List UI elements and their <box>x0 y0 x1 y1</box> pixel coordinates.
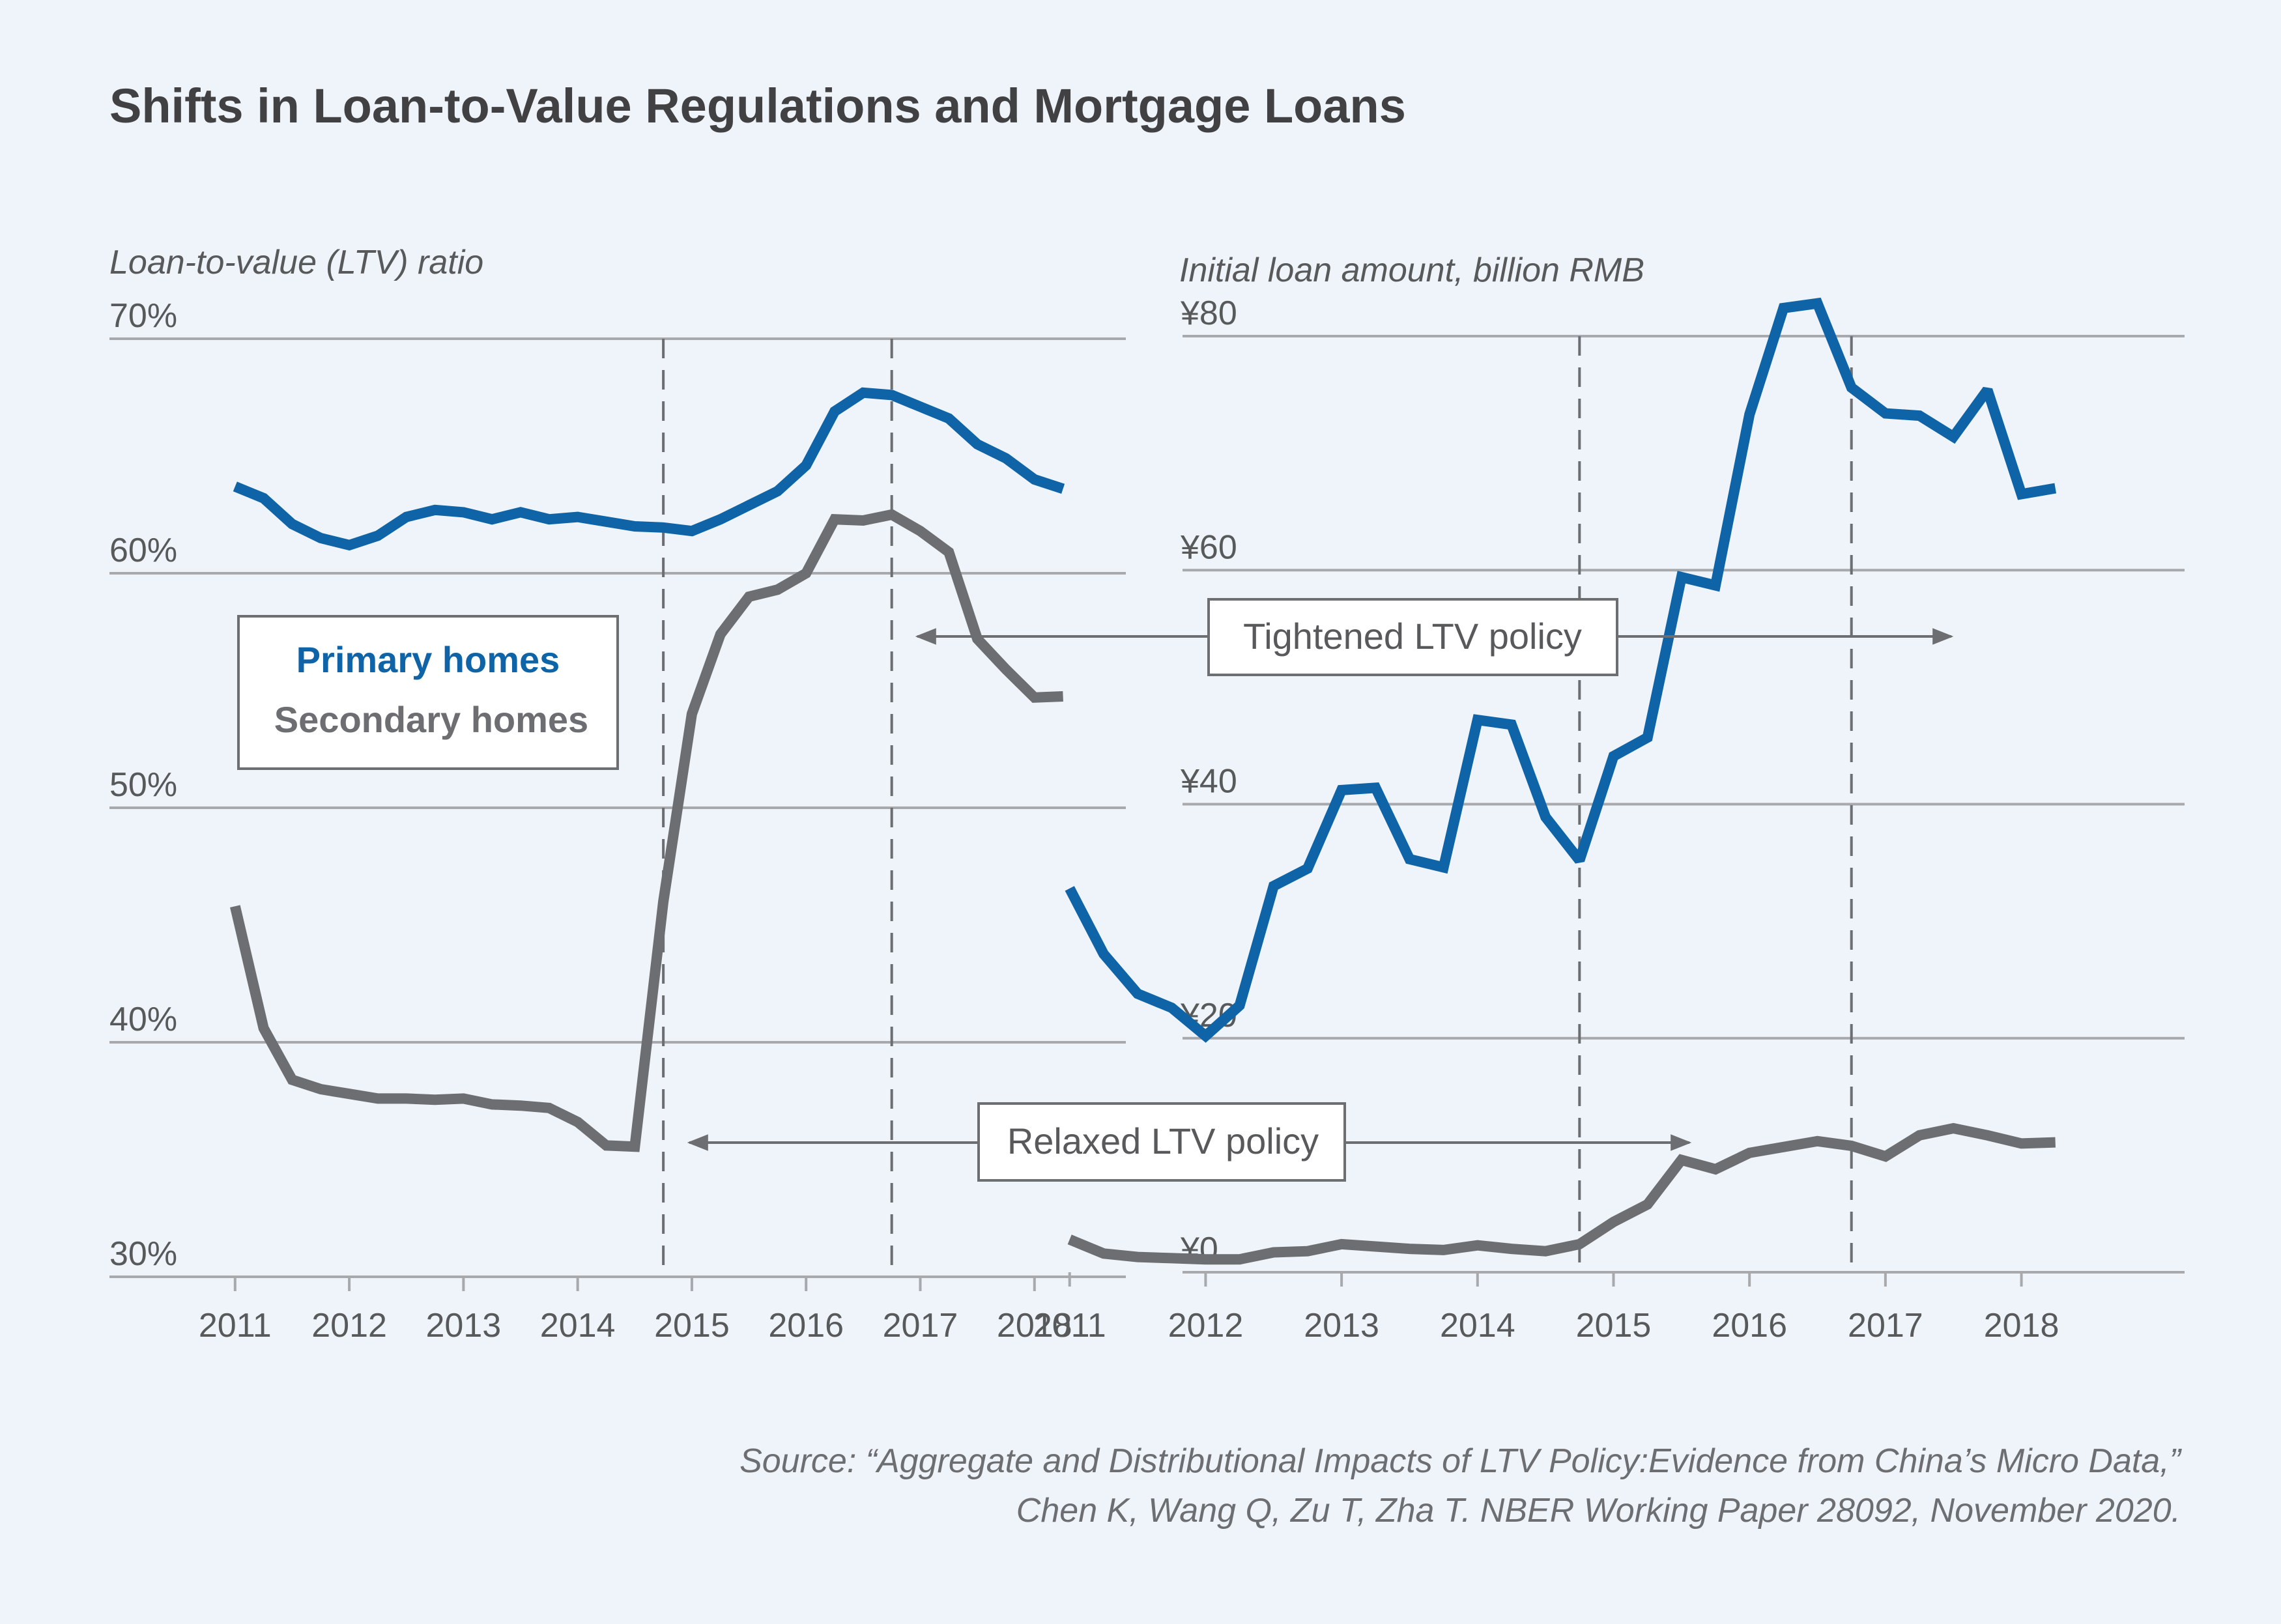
right-x-tick-label: 2013 <box>1304 1307 1379 1345</box>
left-y-tick-label: 60% <box>109 532 177 569</box>
tightened-policy-annotation: Tightened LTV policy <box>915 598 1954 676</box>
ltv-ratio-panel: Loan-to-value (LTV) ratio 30% 40% 50% 60% 70… <box>109 244 1126 1345</box>
legend-box <box>237 615 619 770</box>
relaxed-label: Relaxed LTV policy <box>1007 1120 1319 1161</box>
right-x-tick-label: 2018 <box>1984 1307 2059 1345</box>
right-y-axis-label: Initial loan amount, billion RMB <box>1179 251 1644 289</box>
relaxed-policy-annotation: Relaxed LTV policy <box>687 1102 1692 1182</box>
right-x-tick-label: 2012 <box>1168 1307 1244 1345</box>
left-y-tick-labels: 30% 40% 50% 60% 70% <box>109 297 177 1273</box>
relaxed-label-box <box>977 1102 1346 1182</box>
right-series <box>1065 297 2057 1265</box>
left-x-tick-label: 2018 <box>997 1307 1072 1345</box>
left-gridlines <box>109 337 1126 1278</box>
left-y-tick-label: 50% <box>109 766 177 804</box>
right-series-secondary <box>1067 1122 2056 1265</box>
right-y-tick-label: ¥60 <box>1180 528 1237 566</box>
left-x-tick-label: 2015 <box>654 1307 730 1345</box>
right-x-tick-label: 2014 <box>1440 1307 1515 1345</box>
loan-amount-panel: Initial loan amount, billion RMB ¥0¥20¥4… <box>1033 251 2185 1345</box>
left-y-tick-label: 70% <box>109 297 177 335</box>
left-y-tick-label: 30% <box>109 1235 177 1273</box>
right-x-tick-label: 2016 <box>1712 1307 1787 1345</box>
left-policy-lines <box>662 339 893 1277</box>
left-x-tick-label: 2014 <box>540 1307 616 1345</box>
legend-secondary-label: Secondary homes <box>274 699 588 740</box>
right-x-tick-label: 2015 <box>1576 1307 1652 1345</box>
left-series <box>230 387 1065 1152</box>
left-series-primary <box>233 387 1065 551</box>
left-series-secondary <box>230 509 1063 1152</box>
source-line-2: Chen K, Wang Q, Zu T, Zha T. NBER Workin… <box>1016 1492 2181 1530</box>
tightened-label-box <box>1207 598 1618 676</box>
right-series-primary <box>1065 297 2057 1043</box>
source-note: Source: “Aggregate and Distributional Im… <box>739 1436 2181 1535</box>
right-x-tick-labels: 2011 2012 2013 2014 2015 2016 2017 2018 <box>1033 1272 2059 1345</box>
left-y-axis-label: Loan-to-value (LTV) ratio <box>109 244 483 281</box>
right-x-tick-label: 2017 <box>1848 1307 1923 1345</box>
legend-primary-label: Primary homes <box>296 639 560 680</box>
left-x-tick-labels: 2011 2012 2013 2014 2015 2016 2017 2018 <box>199 1277 1072 1345</box>
left-x-tick-label: 2017 <box>883 1307 958 1345</box>
chart-title: Shifts in Loan-to-Value Regulations and … <box>109 79 1406 133</box>
right-y-tick-label: ¥40 <box>1180 763 1237 801</box>
left-x-tick-label: 2013 <box>426 1307 502 1345</box>
left-x-tick-label: 2012 <box>311 1307 387 1345</box>
right-x-tick-label: 2011 <box>1033 1307 1106 1345</box>
tightened-label: Tightened LTV policy <box>1243 616 1582 657</box>
source-line-1: Source: “Aggregate and Distributional Im… <box>739 1442 2181 1480</box>
left-x-tick-label: 2011 <box>199 1307 272 1345</box>
legend: Primary homes Secondary homes <box>237 615 619 770</box>
left-y-tick-label: 40% <box>109 1001 177 1038</box>
right-gridlines <box>1183 335 2185 1274</box>
right-y-tick-label: ¥80 <box>1180 294 1237 332</box>
left-x-tick-label: 2016 <box>768 1307 844 1345</box>
